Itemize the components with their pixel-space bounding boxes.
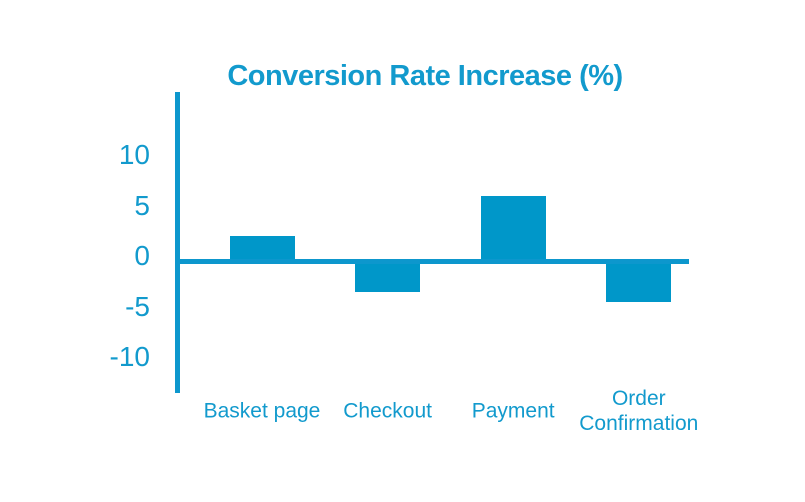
y-tick-label: -5 — [125, 290, 150, 322]
x-axis-line — [175, 259, 689, 264]
y-tick-label: 5 — [134, 189, 150, 221]
y-tick-label: 0 — [134, 240, 150, 271]
bar — [606, 261, 672, 302]
x-category-label: Payment — [471, 399, 555, 423]
y-axis-line — [175, 92, 180, 393]
y-tick-label: 10 — [118, 139, 150, 170]
bar — [229, 236, 295, 262]
bar — [480, 195, 546, 262]
x-category-label: Order Confirmation — [579, 387, 699, 435]
bar — [355, 261, 421, 292]
y-tick-label: -10 — [109, 341, 150, 372]
x-category-label: Checkout — [343, 399, 432, 423]
x-category-label: Basket page — [203, 399, 321, 423]
chart-title: Conversion Rate Increase (%) — [227, 60, 623, 92]
